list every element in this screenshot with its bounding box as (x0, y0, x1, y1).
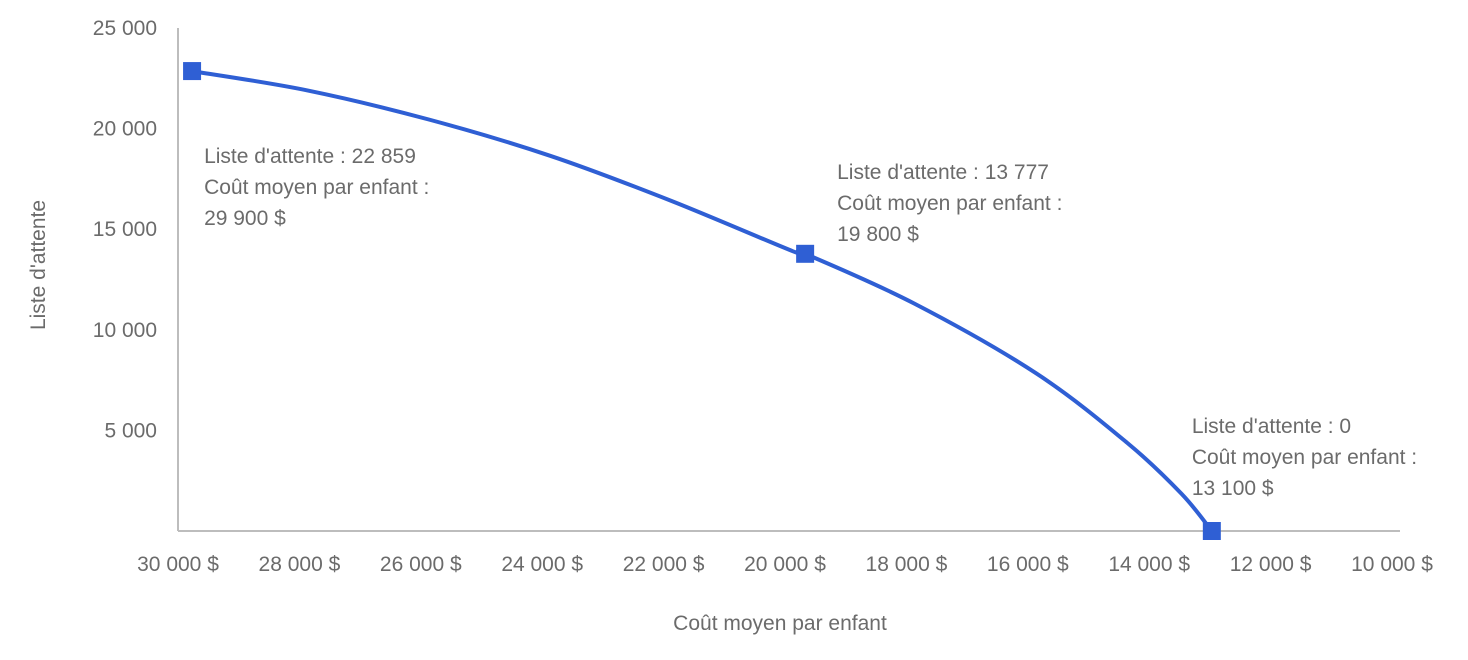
data-point-marker (183, 62, 202, 81)
data-point-annotation: 29 900 $ (204, 207, 286, 230)
y-tick-label: 10 000 (93, 319, 157, 342)
data-point-annotation: Liste d'attente : 13 777 (837, 161, 1049, 184)
x-tick-label: 10 000 $ (1351, 553, 1433, 576)
data-point-annotation: 19 800 $ (837, 223, 919, 246)
annotations: Liste d'attente : 22 859 Coût moyen par e… (204, 145, 1417, 500)
y-tick-label: 5 000 (104, 419, 157, 442)
x-tick-label: 22 000 $ (623, 553, 705, 576)
data-point-annotation: 13 100 $ (1192, 477, 1274, 500)
x-tick-label: 20 000 $ (744, 553, 826, 576)
x-ticks: 30 000 $ 28 000 $ 26 000 $ 24 000 $ 22 000 $… (137, 553, 1433, 576)
x-tick-label: 16 000 $ (987, 553, 1069, 576)
y-ticks: 5 000 10 000 15 000 20 000 25 000 (93, 17, 157, 442)
data-point-annotation: Coût moyen par enfant : (1192, 446, 1417, 469)
x-tick-label: 28 000 $ (259, 553, 341, 576)
y-axis-title: Liste d'attente (27, 200, 50, 330)
x-tick-label: 14 000 $ (1108, 553, 1190, 576)
data-point-annotation: Coût moyen par enfant : (837, 192, 1062, 215)
markers (183, 62, 1221, 540)
data-point-marker (796, 244, 815, 263)
x-tick-label: 30 000 $ (137, 553, 219, 576)
data-point-marker (1202, 522, 1221, 540)
x-axis-title: Coût moyen par enfant (673, 612, 887, 635)
x-tick-label: 18 000 $ (866, 553, 948, 576)
x-tick-label: 24 000 $ (501, 553, 583, 576)
data-point-annotation: Liste d'attente : 0 (1192, 415, 1351, 438)
y-tick-label: 20 000 (93, 118, 157, 141)
series-line (190, 69, 1214, 533)
y-tick-label: 25 000 (93, 17, 157, 40)
data-point-annotation: Coût moyen par enfant : (204, 176, 429, 199)
x-tick-label: 26 000 $ (380, 553, 462, 576)
y-tick-label: 15 000 (93, 218, 157, 241)
data-point-annotation: Liste d'attente : 22 859 (204, 145, 416, 168)
x-tick-label: 12 000 $ (1230, 553, 1312, 576)
